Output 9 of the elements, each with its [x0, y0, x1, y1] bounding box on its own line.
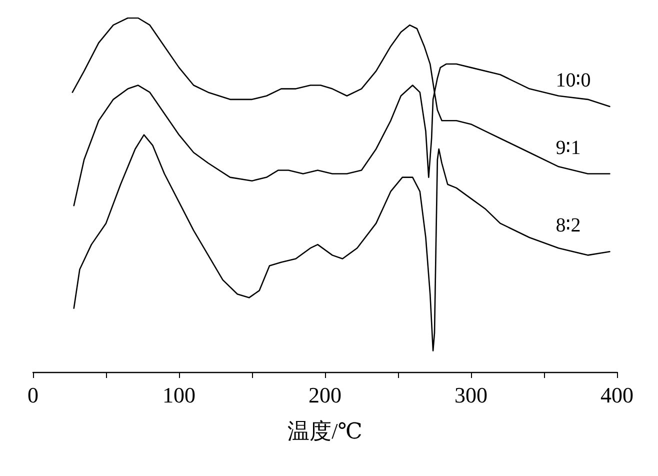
x-tick-label: 0	[28, 382, 38, 408]
x-tick-label: 300	[454, 382, 488, 408]
x-axis-title: 温度/℃	[288, 418, 362, 444]
x-tick-label: 400	[600, 382, 634, 408]
x-tick-label: 100	[162, 382, 196, 408]
x-tick-label: 200	[308, 382, 342, 408]
series-label: 8∶2	[556, 214, 581, 237]
series-label: 10∶0	[556, 70, 591, 92]
series-label: 9∶1	[556, 136, 581, 159]
